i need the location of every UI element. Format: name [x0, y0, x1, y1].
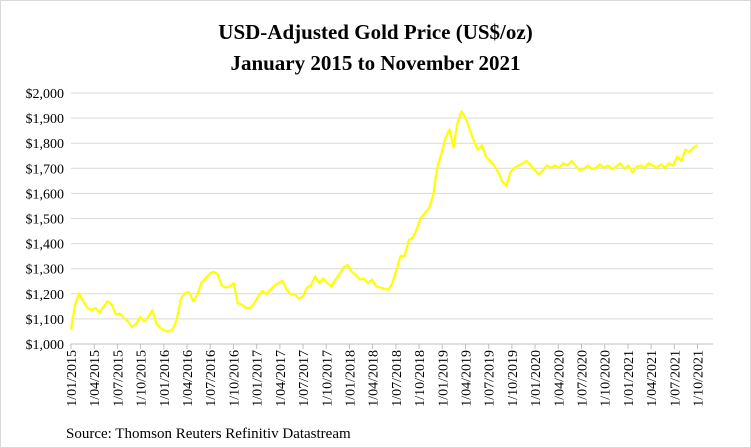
series-layer: [69, 110, 699, 333]
x-tick-label: 1/07/2016: [204, 350, 219, 407]
x-tick-label: 1/07/2021: [668, 350, 683, 407]
x-tick-label: 1/07/2020: [576, 350, 591, 407]
x-tick-label: 1/01/2015: [65, 350, 80, 407]
x-tick-label: 1/07/2018: [390, 350, 405, 407]
x-tick-label: 1/01/2019: [436, 350, 451, 407]
y-axis: $1,000 $1,100 $1,200 $1,300 $1,400 $1,500 $1,6…: [26, 87, 65, 353]
y-tick-label: $1,900: [26, 112, 65, 127]
source-note: Source: Thomson Reuters Refinitiv Datast…: [66, 426, 351, 442]
x-tick-label: 1/10/2015: [135, 350, 150, 407]
y-tick-label: $1,800: [26, 137, 65, 152]
y-tick-label: $1,700: [26, 162, 65, 177]
chart-subtitle: January 2015 to November 2021: [230, 51, 521, 75]
x-tick-label: 1/04/2020: [552, 350, 567, 407]
y-tick-label: $2,000: [26, 87, 65, 102]
x-tick-label: 1/01/2017: [251, 350, 266, 407]
x-tick-label: 1/07/2015: [111, 350, 126, 407]
x-tick-label: 1/04/2021: [645, 350, 660, 407]
x-axis: 1/01/2015 1/04/2015 1/07/2015 1/10/2015 1/01…: [65, 343, 713, 407]
gold-price-line: [69, 110, 699, 333]
x-tick-label: 1/04/2017: [274, 350, 289, 407]
y-tick-label: $1,000: [26, 338, 65, 353]
x-tick-label: 1/01/2018: [343, 350, 358, 407]
y-tick-label: $1,600: [26, 187, 65, 202]
gridlines: [71, 92, 713, 345]
x-tick-label: 1/01/2016: [158, 350, 173, 407]
x-tick-label: 1/10/2021: [692, 350, 707, 407]
y-tick-label: $1,200: [26, 288, 65, 303]
x-tick-label: 1/01/2021: [622, 350, 637, 407]
x-tick-label: 1/10/2016: [227, 350, 242, 407]
x-tick-label: 1/01/2020: [529, 350, 544, 407]
x-tick-label: 1/10/2018: [413, 350, 428, 407]
x-tick-label: 1/04/2018: [367, 350, 382, 407]
x-tick-label: 1/04/2016: [181, 350, 196, 407]
x-tick-label: 1/10/2017: [320, 350, 335, 407]
x-tick-label: 1/04/2015: [88, 350, 103, 407]
x-tick-label: 1/10/2019: [506, 350, 521, 407]
y-tick-label: $1,500: [26, 213, 65, 228]
x-tick-label: 1/07/2017: [297, 350, 312, 407]
x-tick-label: 1/07/2019: [483, 350, 498, 407]
x-tick-label: 1/10/2020: [599, 350, 614, 407]
y-tick-label: $1,400: [26, 238, 65, 253]
y-tick-label: $1,300: [26, 263, 65, 278]
chart-title: USD-Adjusted Gold Price (US$/oz): [218, 20, 533, 44]
x-tick-label: 1/04/2019: [459, 350, 474, 407]
y-tick-label: $1,100: [26, 313, 65, 328]
